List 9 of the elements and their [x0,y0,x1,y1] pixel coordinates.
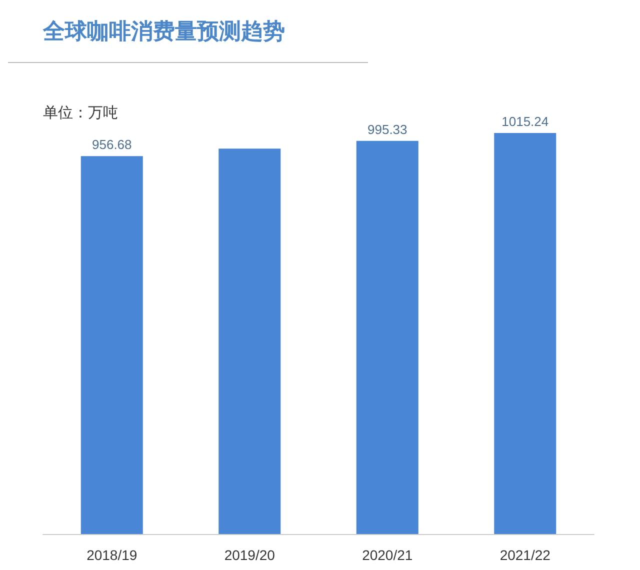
chart-title: 全球咖啡消费量预测趋势 [42,20,285,44]
x-tick-label: 2019/20 [224,547,276,563]
data-label: 995.33 [367,122,408,137]
x-tick-label: 2021/22 [500,547,551,563]
chart-subtitle: 单位：万吨 [43,104,118,122]
data-label: 1015.24 [502,114,549,129]
x-tick-label: 2018/19 [86,547,138,563]
x-tick-label: 2020/21 [362,547,413,563]
data-label: 956.68 [92,137,132,152]
